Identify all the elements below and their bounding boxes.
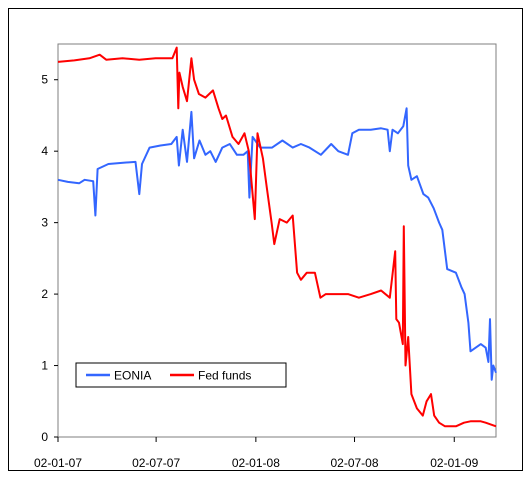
legend-label-fed-funds: Fed funds [198, 369, 251, 383]
y-tick-label: 0 [41, 430, 48, 444]
x-tick-label: 02-01-09 [430, 456, 478, 470]
y-axis: 0 1 2 3 4 5 [41, 73, 58, 444]
series-layer [57, 46, 497, 428]
x-axis: 02-01-07 02-07-07 02-01-08 02-07-08 02-01-09 [34, 437, 479, 470]
legend-label-eonia: EONIA [114, 369, 151, 383]
y-tick-label: 3 [41, 216, 48, 230]
x-tick-label: 02-07-07 [132, 456, 180, 470]
x-tick-label: 02-07-08 [330, 456, 378, 470]
series-line-eonia [57, 107, 497, 381]
legend: EONIA Fed funds [75, 362, 287, 388]
y-tick-label: 4 [41, 144, 48, 158]
y-tick-label: 1 [41, 359, 48, 373]
y-tick-label: 2 [41, 287, 48, 301]
x-tick-label: 02-01-07 [34, 456, 82, 470]
x-tick-label: 02-01-08 [232, 456, 280, 470]
y-tick-label: 5 [41, 73, 48, 87]
series-line-fed-funds [57, 46, 497, 428]
